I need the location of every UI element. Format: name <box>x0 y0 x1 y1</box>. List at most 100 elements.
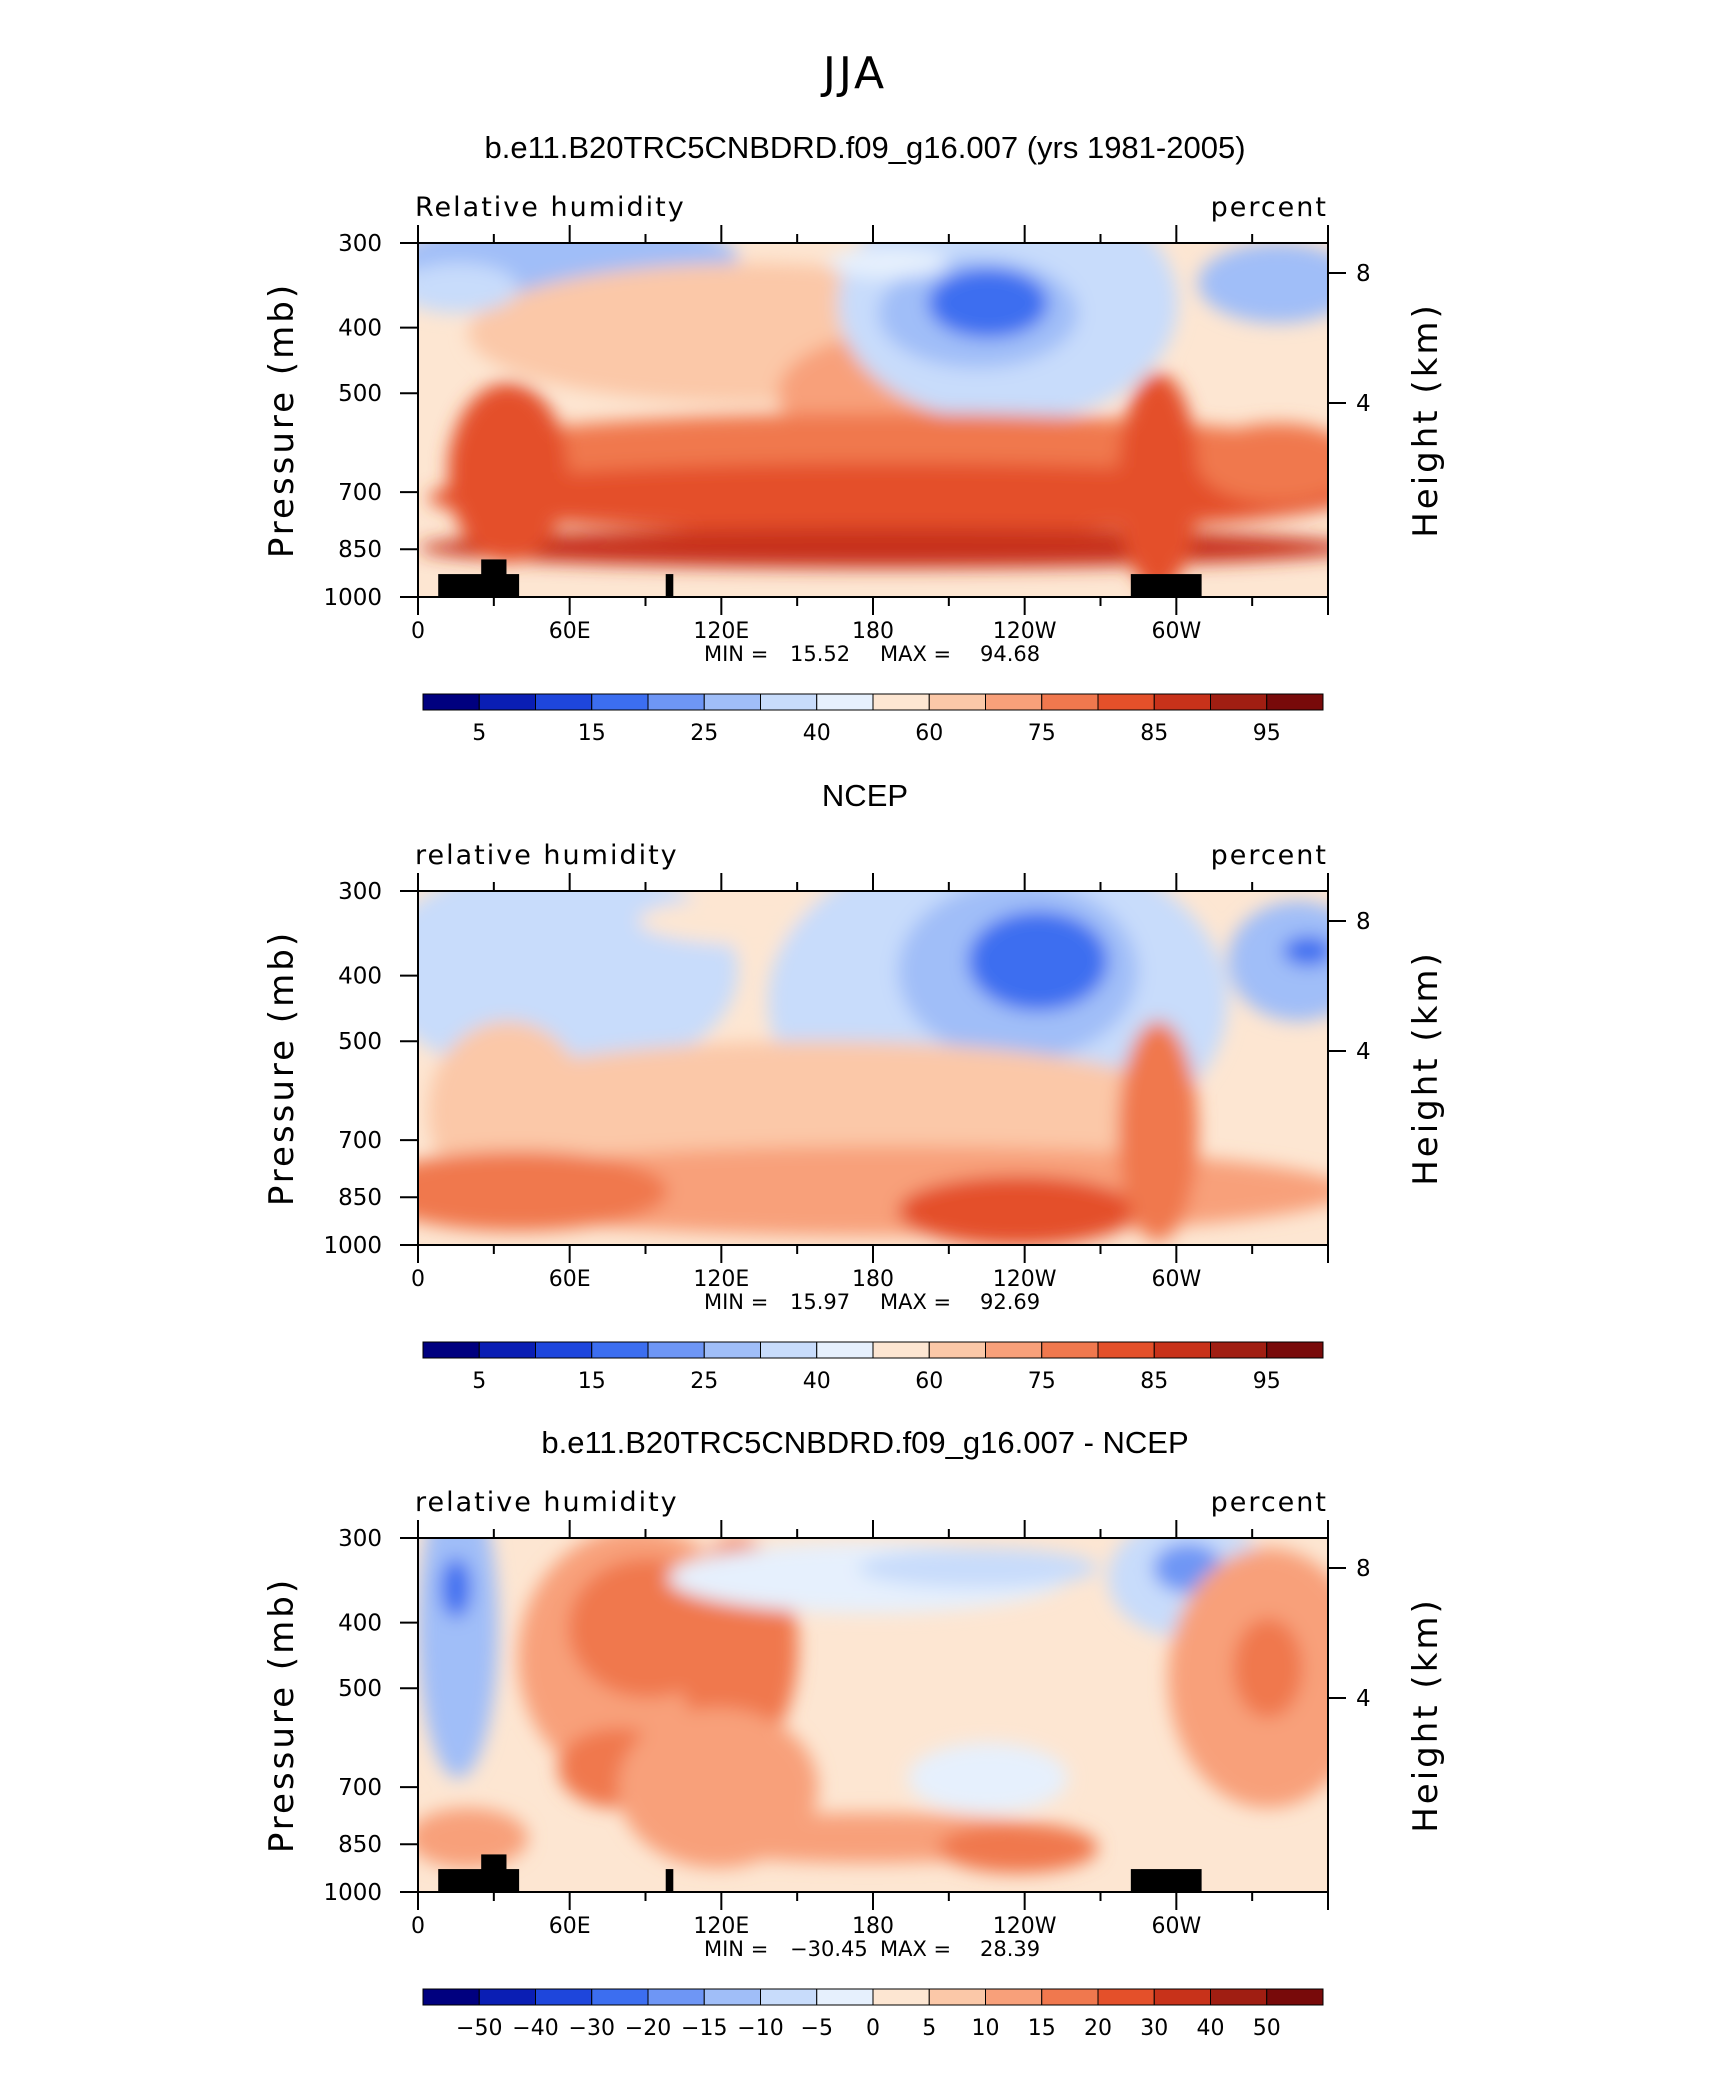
x-tick-label: 60E <box>549 1267 591 1292</box>
contour-fills <box>418 891 1328 1245</box>
contour-region-11 <box>418 528 1328 568</box>
page-title: JJA <box>822 48 888 99</box>
colorbar-swatch <box>1266 693 1324 711</box>
x-tick-label: 120W <box>993 619 1057 644</box>
colorbar-swatch <box>535 1341 593 1359</box>
y-axis-title: Pressure (mb) <box>262 930 302 1206</box>
pressure-tick-label: 400 <box>338 316 382 342</box>
y-axis-title: Pressure (mb) <box>262 1577 302 1853</box>
colorbar-label: −30 <box>569 2016 615 2041</box>
colorbar-swatch <box>760 1988 818 2006</box>
x-tick-label: 60E <box>549 1914 591 1939</box>
colorbar-swatch <box>760 693 818 711</box>
colorbar-swatch <box>1097 693 1155 711</box>
height-tick-label: 8 <box>1356 1556 1371 1582</box>
colorbar-swatch <box>478 1341 536 1359</box>
contour-region-10 <box>428 463 1328 533</box>
panel-2: 0 60E 120E 180 120W 60W 300 400 500 700 850 1000 8 4 P… <box>262 840 1446 1394</box>
min-label: MIN = <box>704 1290 768 1314</box>
colorbar-label: 75 <box>1028 1369 1056 1394</box>
y-axis-title: Pressure (mb) <box>262 282 302 558</box>
x-tick-label: 0 <box>411 1914 425 1939</box>
colorbar-label: 5 <box>922 2016 936 2041</box>
contour-region-7 <box>828 248 948 278</box>
colorbar-swatch <box>985 1341 1043 1359</box>
contour-region-12 <box>448 383 568 563</box>
units-label: percent <box>1211 840 1328 871</box>
colorbar-label: 85 <box>1140 1369 1168 1394</box>
contour-region-8 <box>418 263 518 313</box>
pressure-tick-label: 1000 <box>323 1880 382 1906</box>
x-tick-label: 60W <box>1151 619 1201 644</box>
colorbar-label: 40 <box>1197 2016 1225 2041</box>
height-tick-label: 8 <box>1356 261 1371 287</box>
colorbar-label: −50 <box>456 2016 502 2041</box>
colorbar-swatch <box>591 1341 649 1359</box>
colorbar-swatch <box>478 1988 536 2006</box>
pressure-tick-label: 1000 <box>323 1233 382 1259</box>
contour-region-13 <box>1118 373 1198 593</box>
contour-fills <box>418 243 1328 593</box>
colorbar-swatch <box>1266 1988 1324 2006</box>
x-tick-label: 180 <box>852 619 894 644</box>
colorbar-swatch <box>1153 1988 1211 2006</box>
x-tick-label: 60W <box>1151 1267 1201 1292</box>
colorbar-label: 15 <box>578 721 606 746</box>
contour-region-7 <box>441 1558 471 1618</box>
contour-region-14 <box>1198 423 1328 503</box>
colorbar-label: 75 <box>1028 721 1056 746</box>
pressure-tick-label: 850 <box>338 1832 382 1858</box>
colorbar-swatch <box>816 1988 874 2006</box>
pressure-tick-label: 500 <box>338 1676 382 1702</box>
min-value: 15.52 <box>790 642 850 666</box>
x-tick-label: 60W <box>1151 1914 1201 1939</box>
height-tick-label: 8 <box>1356 909 1371 935</box>
contour-region-5 <box>858 1548 1098 1588</box>
min-value: 15.97 <box>790 1290 850 1314</box>
colorbar-label: 20 <box>1084 2016 1112 2041</box>
colorbar-swatch <box>703 1341 761 1359</box>
panel-1-title: b.e11.B20TRC5CNBDRD.f09_g16.007 (yrs 198… <box>484 130 1246 165</box>
pressure-tick-label: 300 <box>338 1526 382 1552</box>
contour-region-17 <box>418 1808 528 1868</box>
y-axis-right-title: Height (km) <box>1406 302 1446 538</box>
colorbar-label: 30 <box>1140 2016 1168 2041</box>
colorbar-swatch <box>1266 1341 1324 1359</box>
panel-1: 0 60E 120E 180 120W 60W 300 400 500 700 850 1000 8 4 P… <box>262 192 1446 746</box>
x-tick-label: 120W <box>993 1267 1057 1292</box>
pressure-tick-label: 1000 <box>323 585 382 611</box>
colorbar-swatch <box>591 1988 649 2006</box>
colorbar-swatch <box>591 693 649 711</box>
colorbar-swatch <box>1041 1988 1099 2006</box>
colorbar-swatch <box>535 1988 593 2006</box>
height-tick-label: 4 <box>1356 1686 1371 1712</box>
contour-region-12 <box>908 1743 1068 1813</box>
y-axis-right-title: Height (km) <box>1406 1597 1446 1833</box>
colorbar: 5 15 25 40 60 75 85 95 <box>422 1341 1324 1394</box>
max-value: 28.39 <box>980 1937 1040 1961</box>
min-value: −30.45 <box>790 1937 868 1961</box>
pressure-tick-label: 300 <box>338 879 382 905</box>
max-label: MAX = <box>880 1290 951 1314</box>
max-label: MAX = <box>880 642 951 666</box>
colorbar-label: 25 <box>690 721 718 746</box>
colorbar-swatch <box>1153 1341 1211 1359</box>
contour-region-14 <box>418 1161 478 1221</box>
contour-field <box>418 243 1328 597</box>
contour-fills <box>418 1538 1328 1873</box>
colorbar-swatch <box>703 693 761 711</box>
colorbar-label: 15 <box>578 1369 606 1394</box>
x-tick-label: 180 <box>852 1914 894 1939</box>
colorbar-label: 40 <box>803 1369 831 1394</box>
max-value: 94.68 <box>980 642 1040 666</box>
x-tick-label: 120E <box>693 619 749 644</box>
colorbar-label: 50 <box>1253 2016 1281 2041</box>
colorbar-swatch <box>928 1341 986 1359</box>
x-tick-label: 0 <box>411 619 425 644</box>
colorbar-label: 95 <box>1253 721 1281 746</box>
colorbar-swatch <box>1041 1341 1099 1359</box>
pressure-tick-label: 500 <box>338 1029 382 1055</box>
units-label: percent <box>1211 192 1328 223</box>
pressure-tick-label: 700 <box>338 480 382 506</box>
colorbar-swatch <box>1210 1988 1268 2006</box>
